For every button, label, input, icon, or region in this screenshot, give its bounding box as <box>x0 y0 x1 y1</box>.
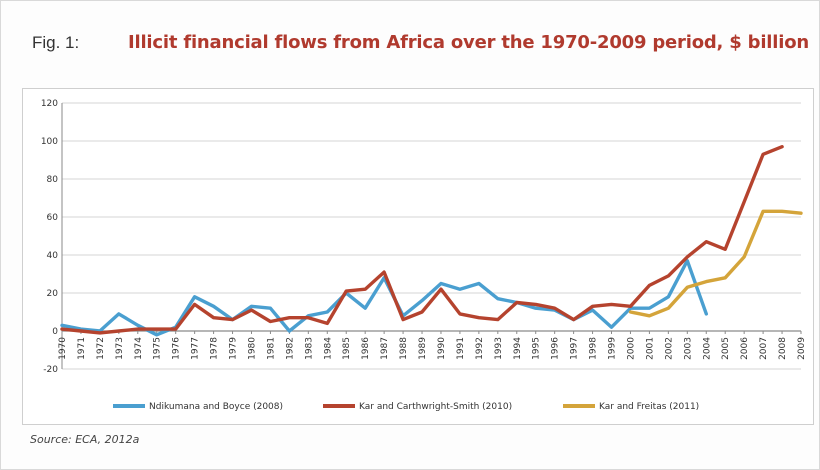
x-tick-label: 2002 <box>664 337 674 360</box>
x-tick-label: 1987 <box>380 337 390 360</box>
x-tick-label: 1986 <box>361 337 371 360</box>
x-tick-label: 2003 <box>683 337 693 360</box>
x-tick-label: 1985 <box>342 337 352 360</box>
x-tick-label: 2005 <box>721 337 731 360</box>
x-tick-label: 2001 <box>645 337 655 360</box>
x-tick-label: 1983 <box>304 337 314 360</box>
x-tick-label: 1979 <box>229 337 239 360</box>
x-tick-label: 1981 <box>266 337 276 360</box>
x-tick-label: 1996 <box>551 337 561 360</box>
x-tick-label: 1971 <box>77 337 87 360</box>
x-tick-label: 2007 <box>759 337 769 360</box>
x-tick-label: 1992 <box>475 337 485 360</box>
y-tick-label: 100 <box>41 137 58 147</box>
series-line-3 <box>628 209 803 318</box>
line-chart: -20 0 20 40 60 80 100 120 1970 1971 1972 1973 1974 19… <box>41 99 807 412</box>
x-tick-label: 2008 <box>778 337 788 360</box>
chart-title: Illicit financial flows from Africa over… <box>128 32 809 53</box>
x-tick-label: 1982 <box>285 337 295 360</box>
x-tick-label: 1988 <box>399 337 409 360</box>
x-tick-label: 1991 <box>456 337 466 360</box>
x-tick-label: 1978 <box>210 337 220 360</box>
x-tick-label: 2009 <box>797 337 807 360</box>
legend-label-1: Ndikumana and Boyce (2008) <box>149 402 283 412</box>
x-tick-label: 2004 <box>702 337 712 360</box>
chart-panel: -20 0 20 40 60 80 100 120 1970 1971 1972 1973 1974 19… <box>22 88 814 425</box>
x-tick-label: 1997 <box>570 337 580 360</box>
y-tick-label: 80 <box>47 175 59 185</box>
x-tick-label: 1976 <box>172 337 182 360</box>
x-tick-label: 1980 <box>247 337 257 360</box>
x-tick-label: 2000 <box>626 337 636 360</box>
y-tick-label: 20 <box>47 289 59 299</box>
y-tick-label: 120 <box>41 99 58 109</box>
x-tick-label: 1975 <box>153 337 163 360</box>
source-note: Source: ECA, 2012a <box>30 433 140 446</box>
x-tick-label: 1989 <box>418 337 428 360</box>
x-tick-label: 1995 <box>532 337 542 360</box>
x-tick-label: 1990 <box>437 337 447 360</box>
x-tick-label: 1974 <box>134 337 144 360</box>
x-tick-label: 1994 <box>513 337 523 360</box>
x-tick-label: 1998 <box>589 337 599 360</box>
y-tick-label: -20 <box>43 365 58 375</box>
x-tick-label: 1977 <box>191 337 201 360</box>
x-tick-label: 1970 <box>58 337 68 360</box>
x-tick-label: 1999 <box>608 337 618 360</box>
x-tick-label: 1973 <box>115 337 125 360</box>
figure-label: Fig. 1: <box>32 33 80 52</box>
x-tick-label: 1993 <box>494 337 504 360</box>
y-tick-label: 0 <box>52 327 58 337</box>
x-tick-label: 1972 <box>96 337 106 360</box>
y-tick-label: 60 <box>47 213 59 223</box>
y-tick-label: 40 <box>47 251 59 261</box>
legend-label-3: Kar and Freitas (2011) <box>599 402 699 412</box>
x-tick-label: 2006 <box>740 337 750 360</box>
legend-label-2: Kar and Carthwright-Smith (2010) <box>359 402 512 412</box>
series-line-2 <box>60 145 784 335</box>
x-tick-label: 1984 <box>323 337 333 360</box>
